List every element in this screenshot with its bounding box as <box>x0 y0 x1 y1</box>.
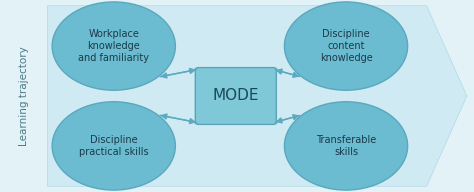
Text: Discipline
practical skills: Discipline practical skills <box>79 135 148 157</box>
Text: MODE: MODE <box>212 89 259 103</box>
Polygon shape <box>47 6 467 186</box>
Text: Discipline
content
knowledge: Discipline content knowledge <box>319 29 373 64</box>
Ellipse shape <box>284 102 408 190</box>
Text: Workplace
knowledge
and familiarity: Workplace knowledge and familiarity <box>78 29 149 64</box>
Text: Learning trajectory: Learning trajectory <box>18 46 29 146</box>
Text: Transferable
skills: Transferable skills <box>316 135 376 157</box>
FancyBboxPatch shape <box>195 68 276 124</box>
Ellipse shape <box>52 2 175 90</box>
Ellipse shape <box>52 102 175 190</box>
Ellipse shape <box>284 2 408 90</box>
